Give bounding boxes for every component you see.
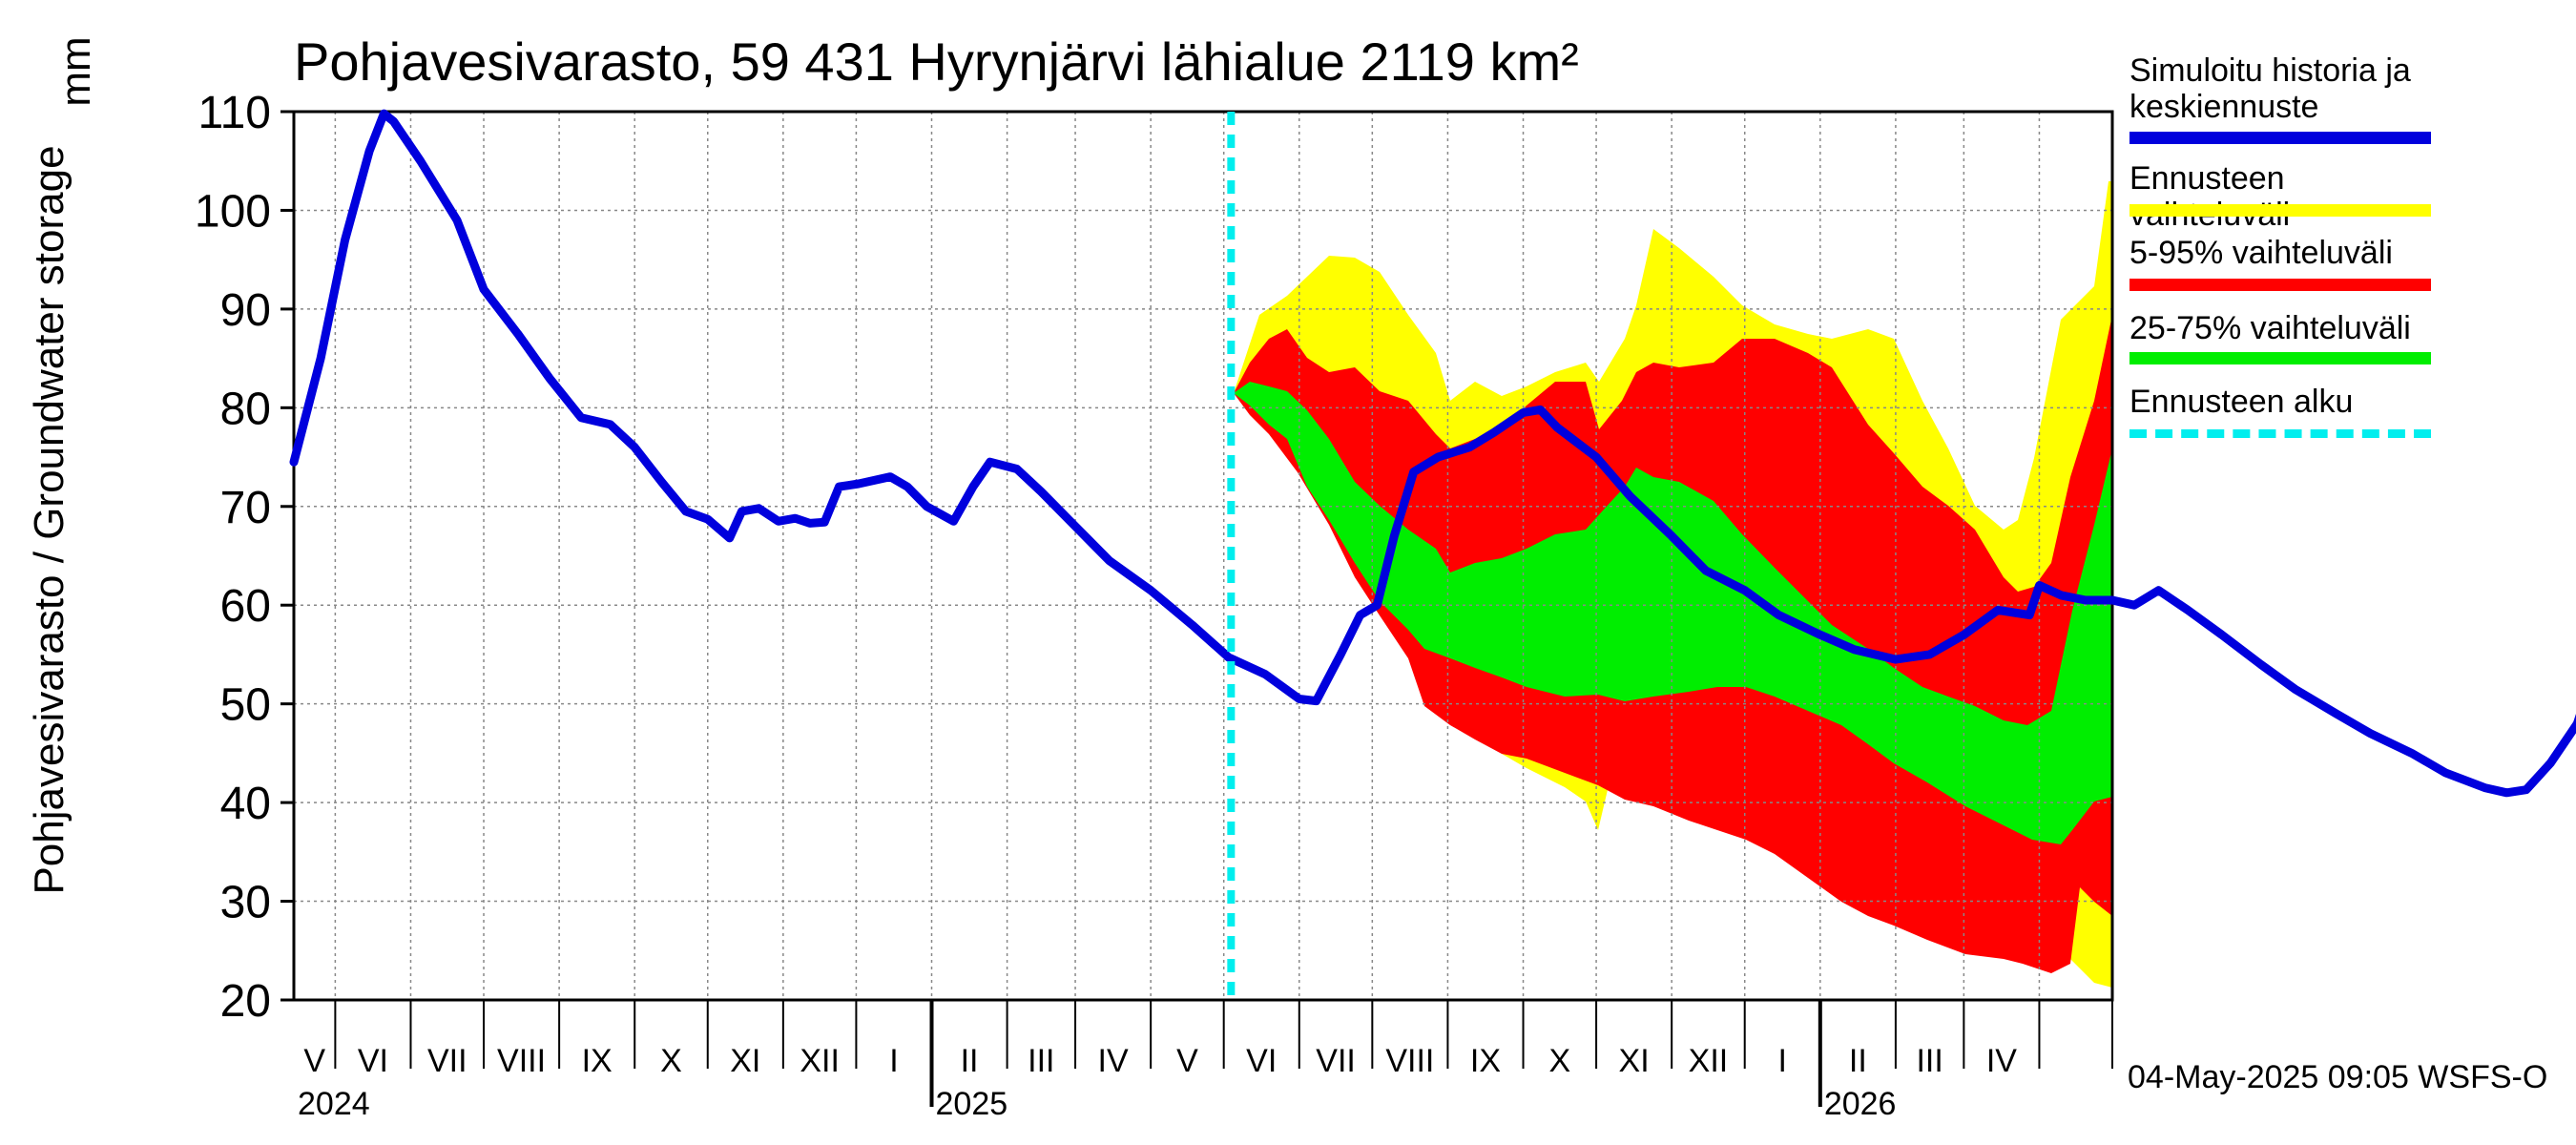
- legend-p25-75-swatch: [2129, 352, 2431, 364]
- month-label: IV: [1986, 1043, 2017, 1079]
- year-label: 2026: [1824, 1086, 1897, 1122]
- month-label: III: [1028, 1043, 1054, 1079]
- month-label: III: [1916, 1043, 1942, 1079]
- month-label: I: [889, 1043, 898, 1079]
- series-line-history-median: [289, 109, 2576, 798]
- forecast-bands: [1234, 181, 2112, 988]
- month-label: VIII: [1385, 1043, 1434, 1079]
- month-label: VIII: [497, 1043, 546, 1079]
- month-label: XI: [1619, 1043, 1650, 1079]
- y-tick-label: 70: [220, 483, 271, 533]
- legend-range-label: Ennusteen vaihteluväli: [2129, 160, 2290, 233]
- month-label: VI: [1246, 1043, 1277, 1079]
- y-axis: 20 30 40 50 60 70 80 90 100 110: [195, 88, 294, 1027]
- y-tick-label: 40: [220, 779, 271, 829]
- month-label: II: [1849, 1043, 1867, 1079]
- legend-history-label: Simuloitu historia ja keskiennuste: [2129, 52, 2411, 125]
- y-axis-label: Pohjavesivarasto / Groundwater storage: [26, 145, 73, 895]
- y-tick-label: 30: [220, 878, 271, 928]
- y-tick-label: 80: [220, 384, 271, 434]
- month-label: X: [1548, 1043, 1570, 1079]
- month-label: VI: [358, 1043, 388, 1079]
- band-25-75: [1234, 382, 2112, 844]
- y-tick-label: 50: [220, 680, 271, 731]
- y-axis-unit: mm: [52, 36, 99, 107]
- month-label: XII: [1689, 1043, 1729, 1079]
- month-label: IV: [1098, 1043, 1129, 1079]
- year-label: 2025: [936, 1086, 1008, 1122]
- legend-p5-95-swatch: [2129, 279, 2431, 291]
- legend-p25-75-label: 25-75% vaihteluväli: [2129, 310, 2411, 346]
- month-label: XII: [800, 1043, 840, 1079]
- timestamp-footer: 04-May-2025 09:05 WSFS-O: [2128, 1059, 2548, 1095]
- y-tick-label: 20: [220, 976, 271, 1027]
- y-tick-label: 110: [197, 88, 271, 138]
- month-label: X: [660, 1043, 682, 1079]
- month-label: XI: [730, 1043, 760, 1079]
- plot-frame: [292, 110, 2114, 1002]
- month-label: V: [1176, 1043, 1198, 1079]
- legend-p5-95-label: 5-95% vaihteluväli: [2129, 235, 2393, 271]
- legend-start-label: Ennusteen alku: [2129, 384, 2354, 420]
- month-label: II: [961, 1043, 979, 1079]
- month-label: V: [303, 1043, 325, 1079]
- month-label: I: [1778, 1043, 1787, 1079]
- legend-range-swatch: [2129, 204, 2431, 217]
- y-tick-label: 100: [195, 186, 271, 237]
- x-axis: V VI VII VIII IX X XI XII I II III IV V VI VII VIII IX X X…: [298, 1000, 2113, 1122]
- month-label: VII: [427, 1043, 467, 1079]
- month-label: VII: [1316, 1043, 1356, 1079]
- y-tick-label: 60: [220, 581, 271, 632]
- legend-start-swatch: [2129, 429, 2431, 438]
- legend-history-swatch: [2129, 132, 2431, 144]
- year-label: 2024: [298, 1086, 370, 1122]
- month-label: IX: [1470, 1043, 1501, 1079]
- y-tick-label: 90: [220, 285, 271, 336]
- month-label: IX: [582, 1043, 613, 1079]
- chart-title: Pohjavesivarasto, 59 431 Hyrynjärvi lähi…: [294, 31, 1579, 92]
